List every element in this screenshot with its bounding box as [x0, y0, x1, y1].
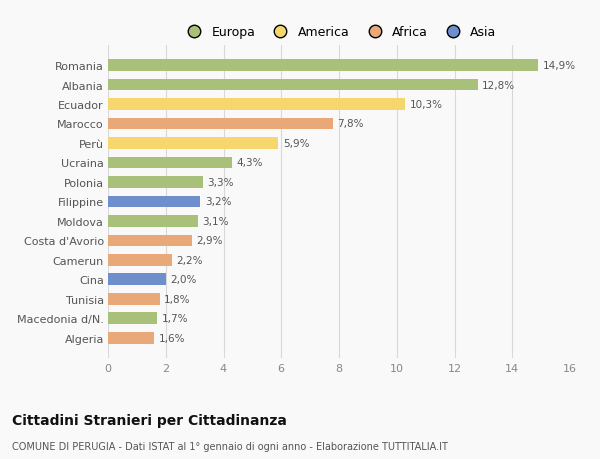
Text: 1,7%: 1,7% — [161, 313, 188, 324]
Bar — [108, 332, 154, 344]
Bar — [108, 79, 478, 91]
Text: 1,8%: 1,8% — [164, 294, 191, 304]
Bar — [108, 293, 160, 305]
Text: 3,2%: 3,2% — [205, 197, 231, 207]
Bar — [108, 60, 538, 72]
Text: 5,9%: 5,9% — [283, 139, 309, 149]
Bar — [108, 235, 192, 246]
Legend: Europa, America, Africa, Asia: Europa, America, Africa, Asia — [176, 21, 502, 44]
Text: 7,8%: 7,8% — [338, 119, 364, 129]
Text: 2,2%: 2,2% — [176, 255, 202, 265]
Bar — [108, 196, 200, 208]
Bar — [108, 99, 406, 111]
Bar — [108, 157, 232, 169]
Text: 3,3%: 3,3% — [208, 178, 234, 188]
Text: 14,9%: 14,9% — [542, 61, 575, 71]
Text: COMUNE DI PERUGIA - Dati ISTAT al 1° gennaio di ogni anno - Elaborazione TUTTITA: COMUNE DI PERUGIA - Dati ISTAT al 1° gen… — [12, 441, 448, 451]
Text: 12,8%: 12,8% — [482, 80, 515, 90]
Bar — [108, 313, 157, 325]
Text: 2,0%: 2,0% — [170, 274, 196, 285]
Text: 3,1%: 3,1% — [202, 216, 229, 226]
Text: 10,3%: 10,3% — [410, 100, 443, 110]
Bar — [108, 216, 197, 227]
Bar — [108, 118, 333, 130]
Bar — [108, 274, 166, 285]
Text: 1,6%: 1,6% — [158, 333, 185, 343]
Text: 2,9%: 2,9% — [196, 236, 223, 246]
Bar — [108, 177, 203, 188]
Bar — [108, 138, 278, 150]
Text: 4,3%: 4,3% — [236, 158, 263, 168]
Bar — [108, 254, 172, 266]
Text: Cittadini Stranieri per Cittadinanza: Cittadini Stranieri per Cittadinanza — [12, 413, 287, 427]
